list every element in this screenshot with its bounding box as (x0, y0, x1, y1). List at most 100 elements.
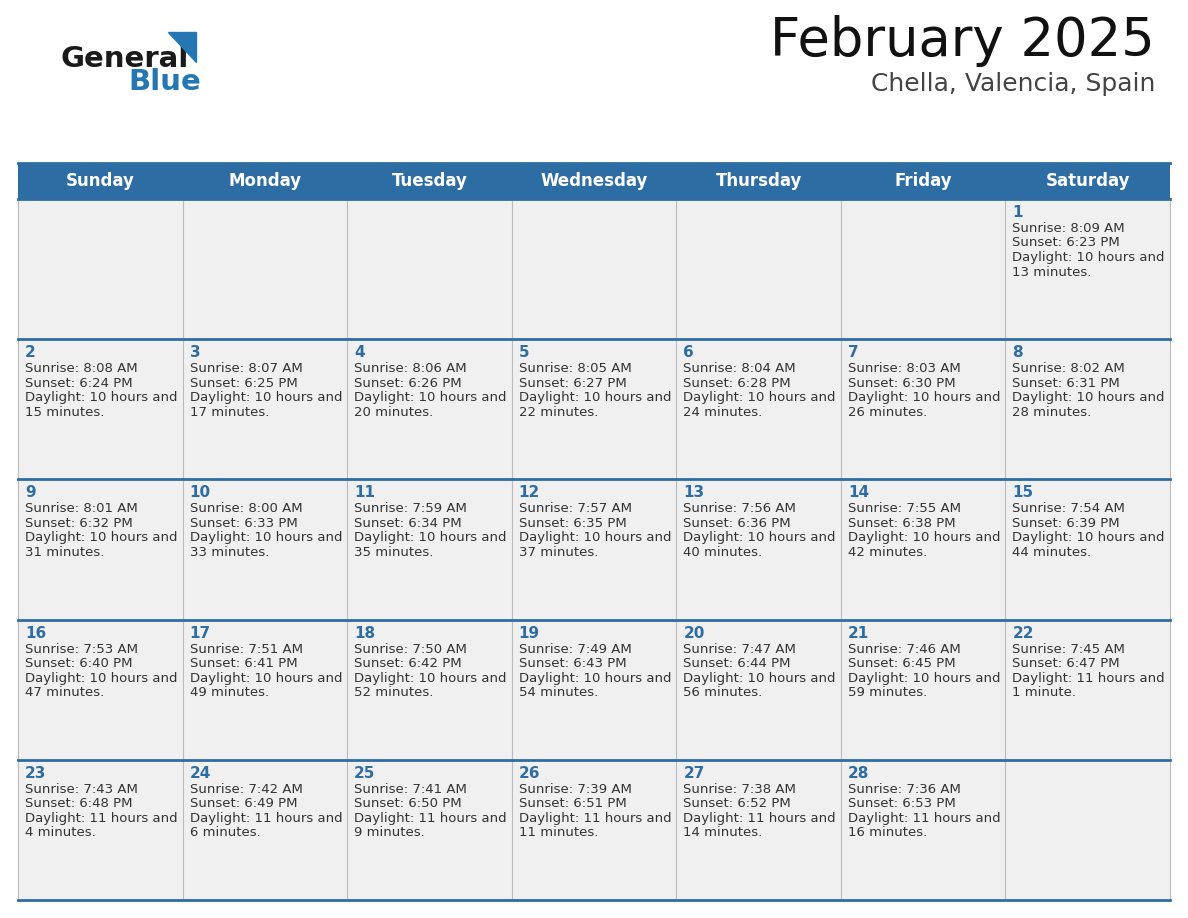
Text: Sunrise: 7:46 AM: Sunrise: 7:46 AM (848, 643, 961, 655)
Text: 5: 5 (519, 345, 530, 360)
Text: Sunrise: 7:47 AM: Sunrise: 7:47 AM (683, 643, 796, 655)
Text: Sunset: 6:31 PM: Sunset: 6:31 PM (1012, 376, 1120, 390)
Text: Sunrise: 8:00 AM: Sunrise: 8:00 AM (190, 502, 302, 515)
Text: 6: 6 (683, 345, 694, 360)
Text: Daylight: 10 hours and: Daylight: 10 hours and (354, 391, 511, 404)
Text: 59 minutes.: 59 minutes. (848, 686, 927, 700)
Text: Sunset: 6:44 PM: Sunset: 6:44 PM (683, 657, 791, 670)
Text: Daylight: 10 hours and: Daylight: 10 hours and (848, 391, 1005, 404)
Polygon shape (168, 32, 196, 62)
Text: Saturday: Saturday (1045, 172, 1130, 190)
Text: Daylight: 11 hours and: Daylight: 11 hours and (683, 812, 840, 824)
Text: 1 minute.: 1 minute. (1012, 686, 1076, 700)
Text: Sunset: 6:41 PM: Sunset: 6:41 PM (190, 657, 297, 670)
Text: Daylight: 10 hours and: Daylight: 10 hours and (683, 672, 840, 685)
Text: Sunrise: 8:06 AM: Sunrise: 8:06 AM (354, 363, 467, 375)
Text: Tuesday: Tuesday (392, 172, 467, 190)
Text: Sunset: 6:26 PM: Sunset: 6:26 PM (354, 376, 462, 390)
Text: Blue: Blue (128, 68, 201, 96)
Text: 20 minutes.: 20 minutes. (354, 406, 434, 419)
Text: 42 minutes.: 42 minutes. (848, 546, 927, 559)
Text: 16 minutes.: 16 minutes. (848, 826, 927, 839)
Text: 26: 26 (519, 766, 541, 781)
Text: Sunrise: 7:50 AM: Sunrise: 7:50 AM (354, 643, 467, 655)
Text: 11 minutes.: 11 minutes. (519, 826, 598, 839)
Text: 14: 14 (848, 486, 868, 500)
Text: 40 minutes.: 40 minutes. (683, 546, 763, 559)
Text: Thursday: Thursday (715, 172, 802, 190)
Text: Monday: Monday (228, 172, 302, 190)
Text: Daylight: 10 hours and: Daylight: 10 hours and (25, 532, 182, 544)
Text: 22 minutes.: 22 minutes. (519, 406, 598, 419)
Text: Sunrise: 7:56 AM: Sunrise: 7:56 AM (683, 502, 796, 515)
Text: 27: 27 (683, 766, 704, 781)
Text: Sunrise: 7:36 AM: Sunrise: 7:36 AM (848, 783, 961, 796)
Text: 44 minutes.: 44 minutes. (1012, 546, 1092, 559)
Text: 24: 24 (190, 766, 211, 781)
Text: Sunset: 6:32 PM: Sunset: 6:32 PM (25, 517, 133, 530)
Text: Sunrise: 7:38 AM: Sunrise: 7:38 AM (683, 783, 796, 796)
Text: 52 minutes.: 52 minutes. (354, 686, 434, 700)
Text: Daylight: 10 hours and: Daylight: 10 hours and (190, 532, 347, 544)
Text: 21: 21 (848, 625, 870, 641)
Text: Sunday: Sunday (65, 172, 134, 190)
Text: Daylight: 10 hours and: Daylight: 10 hours and (1012, 532, 1169, 544)
Text: 15 minutes.: 15 minutes. (25, 406, 105, 419)
Text: Sunrise: 8:07 AM: Sunrise: 8:07 AM (190, 363, 302, 375)
Text: 1: 1 (1012, 205, 1023, 220)
Text: 20: 20 (683, 625, 704, 641)
Text: Sunrise: 8:05 AM: Sunrise: 8:05 AM (519, 363, 632, 375)
Text: 28 minutes.: 28 minutes. (1012, 406, 1092, 419)
Text: Chella, Valencia, Spain: Chella, Valencia, Spain (871, 72, 1155, 96)
Text: Friday: Friday (895, 172, 952, 190)
Text: Sunset: 6:33 PM: Sunset: 6:33 PM (190, 517, 297, 530)
Text: 13: 13 (683, 486, 704, 500)
Text: Sunrise: 7:42 AM: Sunrise: 7:42 AM (190, 783, 303, 796)
Text: Sunrise: 7:51 AM: Sunrise: 7:51 AM (190, 643, 303, 655)
Text: 3: 3 (190, 345, 201, 360)
Text: Sunset: 6:42 PM: Sunset: 6:42 PM (354, 657, 462, 670)
Text: Sunset: 6:28 PM: Sunset: 6:28 PM (683, 376, 791, 390)
Text: Sunrise: 8:03 AM: Sunrise: 8:03 AM (848, 363, 961, 375)
Text: Daylight: 10 hours and: Daylight: 10 hours and (848, 532, 1005, 544)
Text: Sunrise: 7:45 AM: Sunrise: 7:45 AM (1012, 643, 1125, 655)
Text: Sunrise: 7:54 AM: Sunrise: 7:54 AM (1012, 502, 1125, 515)
Text: 17: 17 (190, 625, 210, 641)
Text: Daylight: 10 hours and: Daylight: 10 hours and (519, 532, 676, 544)
Text: 31 minutes.: 31 minutes. (25, 546, 105, 559)
Text: 28: 28 (848, 766, 870, 781)
Text: Daylight: 10 hours and: Daylight: 10 hours and (354, 532, 511, 544)
Bar (18, 339, 1170, 479)
Text: Sunset: 6:25 PM: Sunset: 6:25 PM (190, 376, 297, 390)
Text: Sunset: 6:39 PM: Sunset: 6:39 PM (1012, 517, 1120, 530)
Text: Sunset: 6:49 PM: Sunset: 6:49 PM (190, 798, 297, 811)
Text: Daylight: 10 hours and: Daylight: 10 hours and (519, 391, 676, 404)
Text: 54 minutes.: 54 minutes. (519, 686, 598, 700)
Text: Sunrise: 7:53 AM: Sunrise: 7:53 AM (25, 643, 138, 655)
Text: 33 minutes.: 33 minutes. (190, 546, 268, 559)
Text: 11: 11 (354, 486, 375, 500)
Text: Sunrise: 8:09 AM: Sunrise: 8:09 AM (1012, 222, 1125, 235)
Text: 16: 16 (25, 625, 46, 641)
Text: Sunset: 6:27 PM: Sunset: 6:27 PM (519, 376, 626, 390)
Text: 47 minutes.: 47 minutes. (25, 686, 105, 700)
Text: Sunset: 6:30 PM: Sunset: 6:30 PM (848, 376, 955, 390)
Text: Sunrise: 7:43 AM: Sunrise: 7:43 AM (25, 783, 138, 796)
Text: Daylight: 10 hours and: Daylight: 10 hours and (683, 391, 840, 404)
Text: Sunrise: 7:41 AM: Sunrise: 7:41 AM (354, 783, 467, 796)
Text: Daylight: 11 hours and: Daylight: 11 hours and (25, 812, 182, 824)
Text: Sunset: 6:43 PM: Sunset: 6:43 PM (519, 657, 626, 670)
Text: Sunset: 6:36 PM: Sunset: 6:36 PM (683, 517, 791, 530)
Text: Sunset: 6:45 PM: Sunset: 6:45 PM (848, 657, 955, 670)
Text: 37 minutes.: 37 minutes. (519, 546, 598, 559)
Text: 23: 23 (25, 766, 46, 781)
Text: Sunrise: 7:57 AM: Sunrise: 7:57 AM (519, 502, 632, 515)
Text: 7: 7 (848, 345, 859, 360)
Text: Daylight: 11 hours and: Daylight: 11 hours and (354, 812, 511, 824)
Bar (18, 163, 1170, 199)
Text: Sunrise: 7:49 AM: Sunrise: 7:49 AM (519, 643, 632, 655)
Text: 9 minutes.: 9 minutes. (354, 826, 425, 839)
Text: 6 minutes.: 6 minutes. (190, 826, 260, 839)
Text: Daylight: 11 hours and: Daylight: 11 hours and (848, 812, 1005, 824)
Text: Sunset: 6:23 PM: Sunset: 6:23 PM (1012, 237, 1120, 250)
